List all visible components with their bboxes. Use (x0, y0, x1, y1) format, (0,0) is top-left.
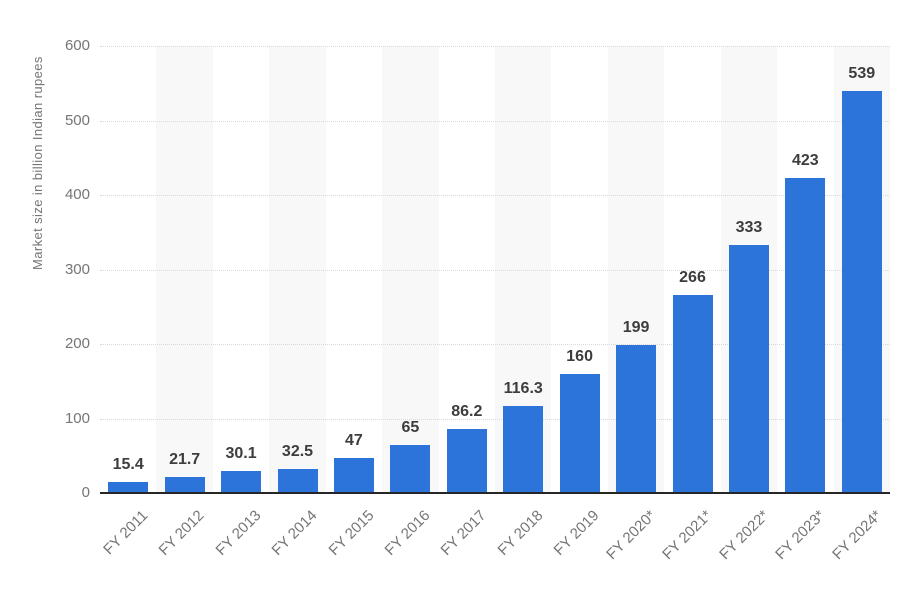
bar-fy-2014 (277, 468, 318, 493)
y-tick-label: 400 (64, 186, 90, 203)
bar-fy-2021 (672, 294, 713, 493)
value-label-fy-2012: 21.7 (169, 450, 201, 468)
bar-fy-2024 (841, 91, 882, 493)
value-label-fy-2013: 30.1 (225, 444, 257, 462)
y-tick-label: 600 (64, 37, 90, 54)
y-tick-label: 100 (64, 409, 90, 427)
value-label-fy-2022: 333 (735, 218, 763, 236)
bar-fy-2015 (333, 457, 374, 493)
x-tick-label: FY 2014 (268, 507, 321, 559)
x-axis-line (100, 492, 890, 494)
gridline (100, 46, 890, 47)
gridline (100, 344, 890, 345)
y-tick-label: 200 (64, 335, 90, 352)
bar-fy-2016 (390, 444, 431, 493)
value-label-fy-2021: 266 (679, 268, 706, 286)
value-label-fy-2017: 86.2 (451, 402, 483, 420)
value-label-fy-2020: 199 (622, 318, 650, 336)
x-tick-label: FY 2021* (659, 507, 716, 564)
value-label-fy-2015: 47 (345, 431, 363, 449)
value-label-fy-2019: 160 (566, 347, 593, 365)
x-tick-label: FY 2018 (494, 507, 547, 559)
x-tick-label: FY 2024* (828, 507, 885, 564)
value-label-fy-2011: 15.4 (112, 455, 144, 473)
value-label-fy-2018: 116.3 (503, 380, 543, 398)
bar-fy-2020 (616, 344, 657, 493)
bar-fy-2012 (164, 476, 205, 493)
x-tick-label: FY 2015 (325, 507, 377, 559)
value-label-fy-2014: 32.5 (281, 442, 314, 460)
gridline (100, 120, 890, 122)
y-tick-label: 300 (64, 260, 90, 278)
value-label-fy-2016: 65 (401, 418, 420, 436)
x-tick-label: FY 2019 (550, 507, 603, 559)
bar-fy-2023 (785, 177, 826, 493)
gridline (100, 269, 890, 271)
x-tick-label: FY 2016 (381, 507, 434, 559)
gridline (100, 195, 890, 196)
x-tick-label: FY 2013 (212, 507, 265, 559)
value-label-fy-2024: 539 (848, 65, 876, 83)
x-tick-label: FY 2012 (155, 507, 208, 559)
bar-fy-2022 (728, 244, 769, 493)
bar-fy-2017 (446, 428, 487, 493)
gridline (100, 418, 890, 420)
x-tick-label: FY 2022* (715, 507, 772, 564)
value-label-fy-2023: 423 (791, 151, 819, 169)
y-tick-label: 500 (64, 111, 90, 129)
x-tick-label: FY 2023* (772, 507, 829, 564)
y-tick-label: 0 (81, 484, 90, 501)
bar-fy-2013 (221, 470, 262, 493)
bar-fy-2018 (503, 406, 544, 493)
x-tick-label: FY 2020* (603, 507, 660, 564)
bar-fy-2019 (559, 373, 600, 493)
x-tick-label: FY 2011 (100, 507, 152, 559)
x-tick-label: FY 2017 (437, 507, 490, 559)
bar-fy-2011 (108, 481, 149, 493)
